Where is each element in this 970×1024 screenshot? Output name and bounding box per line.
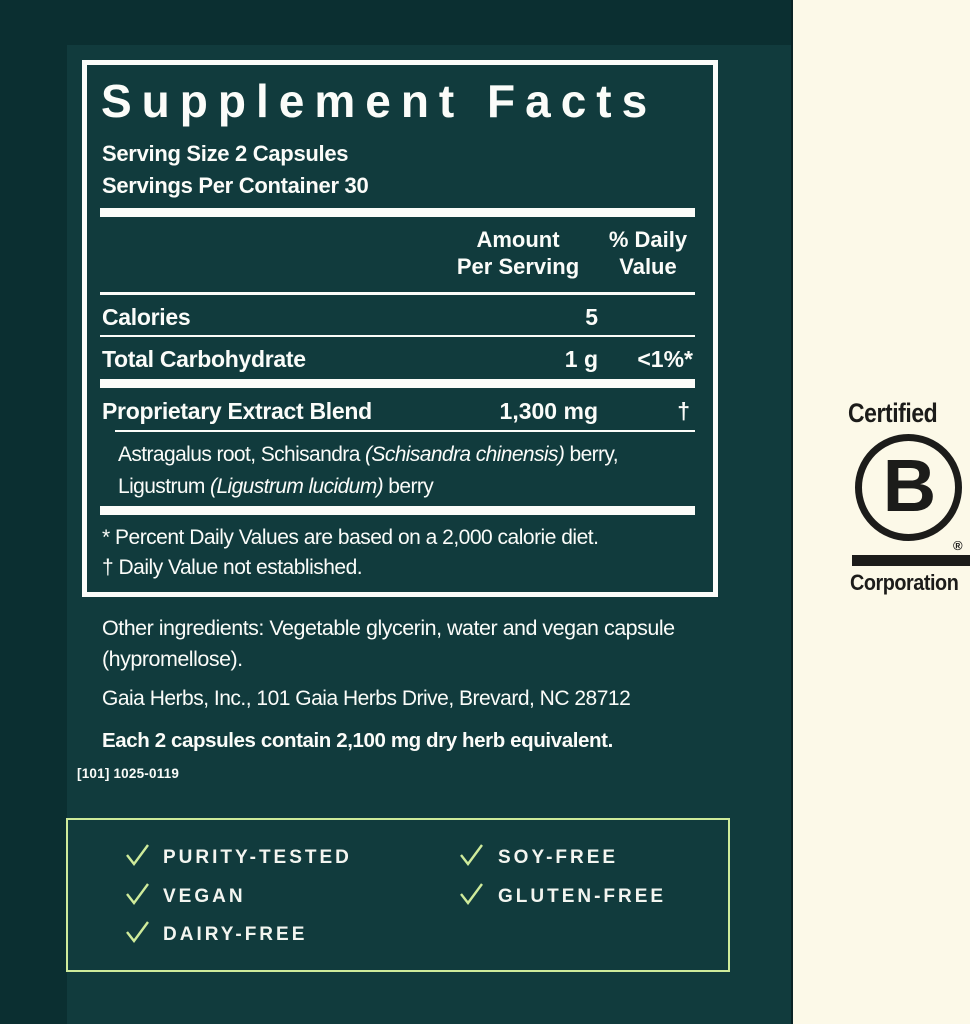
- footnote-daily-values: * Percent Daily Values are based on a 2,…: [102, 526, 599, 549]
- herb-equivalent-note: Each 2 capsules contain 2,100 mg dry her…: [102, 729, 613, 752]
- servings-per-container: Servings Per Container 30: [102, 173, 369, 198]
- panel-divider: [791, 0, 793, 1024]
- registered-trademark-icon: ®: [953, 538, 963, 553]
- nutrient-daily-value: <1%*: [637, 346, 693, 372]
- badge-label: VEGAN: [163, 886, 246, 907]
- serving-size: Serving Size 2 Capsules: [102, 141, 349, 166]
- col-header-amount: Amount Per Serving: [438, 226, 598, 280]
- col-header-amount-line2: Per Serving: [456, 254, 580, 279]
- check-icon: [458, 842, 485, 868]
- badge-label: PURITY-TESTED: [163, 847, 352, 868]
- bcorp-certified-text: Certified: [848, 398, 938, 428]
- footnote-dv-not-established: † Daily Value not established.: [102, 556, 363, 579]
- blend-text: Ligustrum: [118, 475, 211, 498]
- nutrient-amount: 1 g: [564, 346, 598, 372]
- check-icon: [124, 919, 151, 945]
- blend-text: berry,: [564, 443, 619, 466]
- blend-latin-name: (Ligustrum lucidum): [210, 475, 384, 498]
- nutrient-amount: 1,300 mg: [499, 398, 598, 424]
- col-header-amount-line1: Amount: [476, 227, 560, 252]
- divider-under-header: [100, 292, 695, 295]
- bcorp-bar: [852, 555, 970, 566]
- blend-description-line1: Astragalus root, Schisandra (Schisandra …: [118, 440, 619, 470]
- other-ingredients: Other ingredients: Vegetable glycerin, w…: [102, 616, 675, 671]
- page-title: Supplement Facts: [101, 75, 658, 127]
- bcorp-b-letter: B: [882, 444, 936, 527]
- nutrient-name: Calories: [102, 304, 191, 330]
- certifications-box: [66, 818, 730, 972]
- check-icon: [124, 842, 151, 868]
- divider-thick-mid: [100, 379, 695, 388]
- bcorp-b-icon: B: [855, 434, 962, 541]
- badge-label: DAIRY-FREE: [163, 924, 308, 945]
- blend-text: Astragalus root, Schisandra: [118, 443, 366, 466]
- check-icon: [124, 881, 151, 907]
- col-header-dv-line2: Value: [619, 254, 677, 279]
- divider-thick-bottom: [100, 506, 695, 515]
- col-header-daily-value: % Daily Value: [598, 226, 698, 280]
- blend-description-line2: Ligustrum (Ligustrum lucidum) berry: [118, 472, 434, 502]
- col-header-dv-line1: % Daily: [608, 227, 688, 252]
- bcorp-corporation-text: Corporation: [850, 570, 959, 595]
- badge-label: SOY-FREE: [498, 847, 619, 868]
- lot-code: [101] 1025-0119: [77, 766, 180, 781]
- blend-text: berry: [383, 475, 434, 498]
- check-icon: [458, 881, 485, 907]
- nutrient-name: Total Carbohydrate: [102, 346, 306, 372]
- supplement-facts-panel: [82, 60, 718, 597]
- nutrient-daily-value: †: [677, 398, 690, 424]
- badge-label: GLUTEN-FREE: [498, 886, 667, 907]
- divider-thin-indented: [115, 430, 695, 432]
- nutrient-name: Proprietary Extract Blend: [102, 398, 372, 424]
- divider-thick-top: [100, 208, 695, 217]
- blend-latin-name: (Schisandra chinensis): [365, 443, 565, 466]
- divider-thin-1: [100, 335, 695, 337]
- nutrient-amount: 5: [585, 304, 598, 330]
- manufacturer-address: Gaia Herbs, Inc., 101 Gaia Herbs Drive, …: [102, 687, 631, 710]
